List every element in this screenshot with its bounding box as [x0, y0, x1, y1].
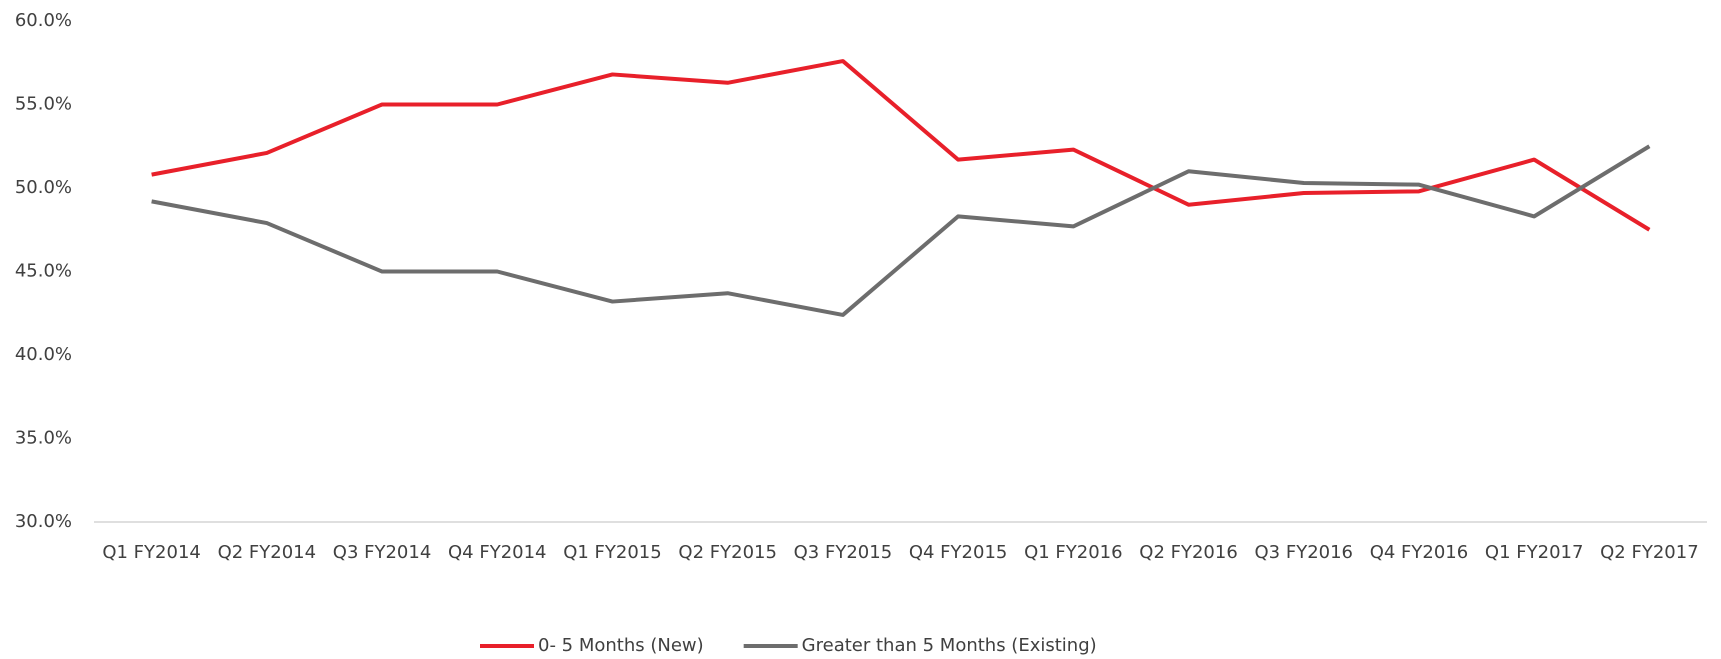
y-tick-label: 40.0%	[15, 344, 72, 365]
x-tick-label: Q4 FY2016	[1370, 542, 1469, 563]
y-tick-label: 30.0%	[15, 511, 72, 532]
legend-label: Greater than 5 Months (Existing)	[802, 635, 1097, 656]
x-tick-label: Q4 FY2014	[448, 542, 547, 563]
x-tick-label: Q3 FY2015	[794, 542, 893, 563]
x-tick-label: Q1 FY2016	[1024, 542, 1123, 563]
x-tick-label: Q2 FY2014	[218, 542, 317, 563]
y-tick-label: 45.0%	[15, 261, 72, 282]
y-tick-label: 50.0%	[15, 177, 72, 198]
x-tick-label: Q3 FY2014	[333, 542, 432, 563]
x-tick-label: Q2 FY2015	[678, 542, 777, 563]
x-tick-label: Q4 FY2015	[909, 542, 1008, 563]
legend-label: 0- 5 Months (New)	[538, 635, 704, 656]
series-line	[151, 59, 1651, 232]
x-tick-label: Q1 FY2014	[102, 542, 201, 563]
x-tick-label: Q1 FY2017	[1485, 542, 1584, 563]
y-tick-label: 60.0%	[15, 10, 72, 31]
x-tick-label: Q2 FY2016	[1139, 542, 1238, 563]
y-tick-label: 35.0%	[15, 428, 72, 449]
x-tick-label: Q1 FY2015	[563, 542, 662, 563]
series-line	[151, 144, 1651, 317]
x-tick-label: Q3 FY2016	[1255, 542, 1354, 563]
x-tick-label: Q2 FY2017	[1600, 542, 1699, 563]
y-tick-label: 55.0%	[15, 94, 72, 115]
